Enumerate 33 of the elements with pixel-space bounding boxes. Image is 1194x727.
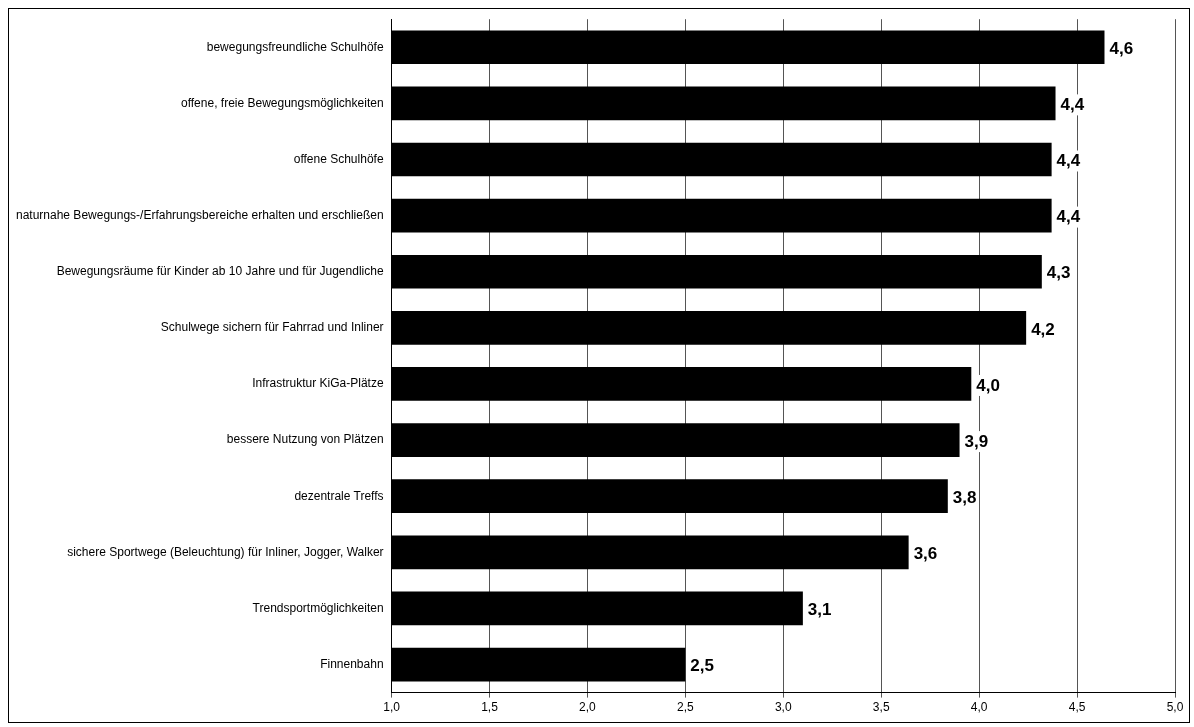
data-label: 2,5 [690, 656, 714, 676]
y-tick-label: Finnenbahn [320, 656, 384, 671]
y-tick-label: sichere Sportwege (Beleuchtung) für Inliner, Jogger, Walker [67, 544, 384, 559]
data-label: 4,3 [1046, 263, 1071, 283]
y-tick-label: offene, freie Bewegungsmöglichkeiten [180, 95, 384, 110]
x-tick-label: 5,0 [1166, 700, 1184, 715]
data-label: 4,4 [1056, 207, 1081, 227]
y-tick-label: Infrastruktur KiGa-Plätze [252, 376, 384, 391]
x-tick-label: 2,0 [579, 700, 597, 715]
x-tick-label: 1,5 [481, 700, 499, 715]
y-tick-label: bewegungsfreundliche Schulhöfe [206, 39, 384, 54]
y-tick-label: Trendsportmöglichkeiten [252, 600, 384, 615]
data-label: 4,4 [1056, 151, 1081, 171]
y-tick-label: Bewegungsräume für Kinder ab 10 Jahre und für Jugendliche [56, 264, 384, 279]
data-label: 3,6 [913, 544, 938, 563]
y-tick-label: naturnahe Bewegungs-/Erfahrungsbereiche erhalten und erschließen [15, 207, 384, 222]
y-tick-label: dezentrale Treffs [294, 488, 384, 503]
data-label: 3,9 [964, 431, 989, 451]
x-tick-label: 1,0 [383, 700, 401, 715]
data-label: 4,4 [1060, 95, 1085, 115]
y-tick-label: bessere Nutzung von Plätzen [226, 432, 384, 447]
data-label: 3,8 [952, 487, 977, 507]
x-tick-label: 3,0 [774, 700, 792, 715]
data-label: 4,6 [1109, 38, 1134, 58]
x-tick-label: 2,5 [677, 700, 695, 715]
data-label: 4,0 [976, 375, 1000, 395]
y-tick-label: Schulwege sichern für Fahrrad und Inliner [160, 320, 384, 335]
x-tick-label: 3,5 [872, 700, 890, 715]
data-label: 4,2 [1031, 319, 1055, 339]
y-tick-label: offene Schulhöfe [293, 151, 384, 166]
x-tick-label: 4,5 [1068, 700, 1086, 715]
x-tick-label: 4,0 [970, 700, 988, 715]
data-label: 3,1 [807, 600, 832, 620]
